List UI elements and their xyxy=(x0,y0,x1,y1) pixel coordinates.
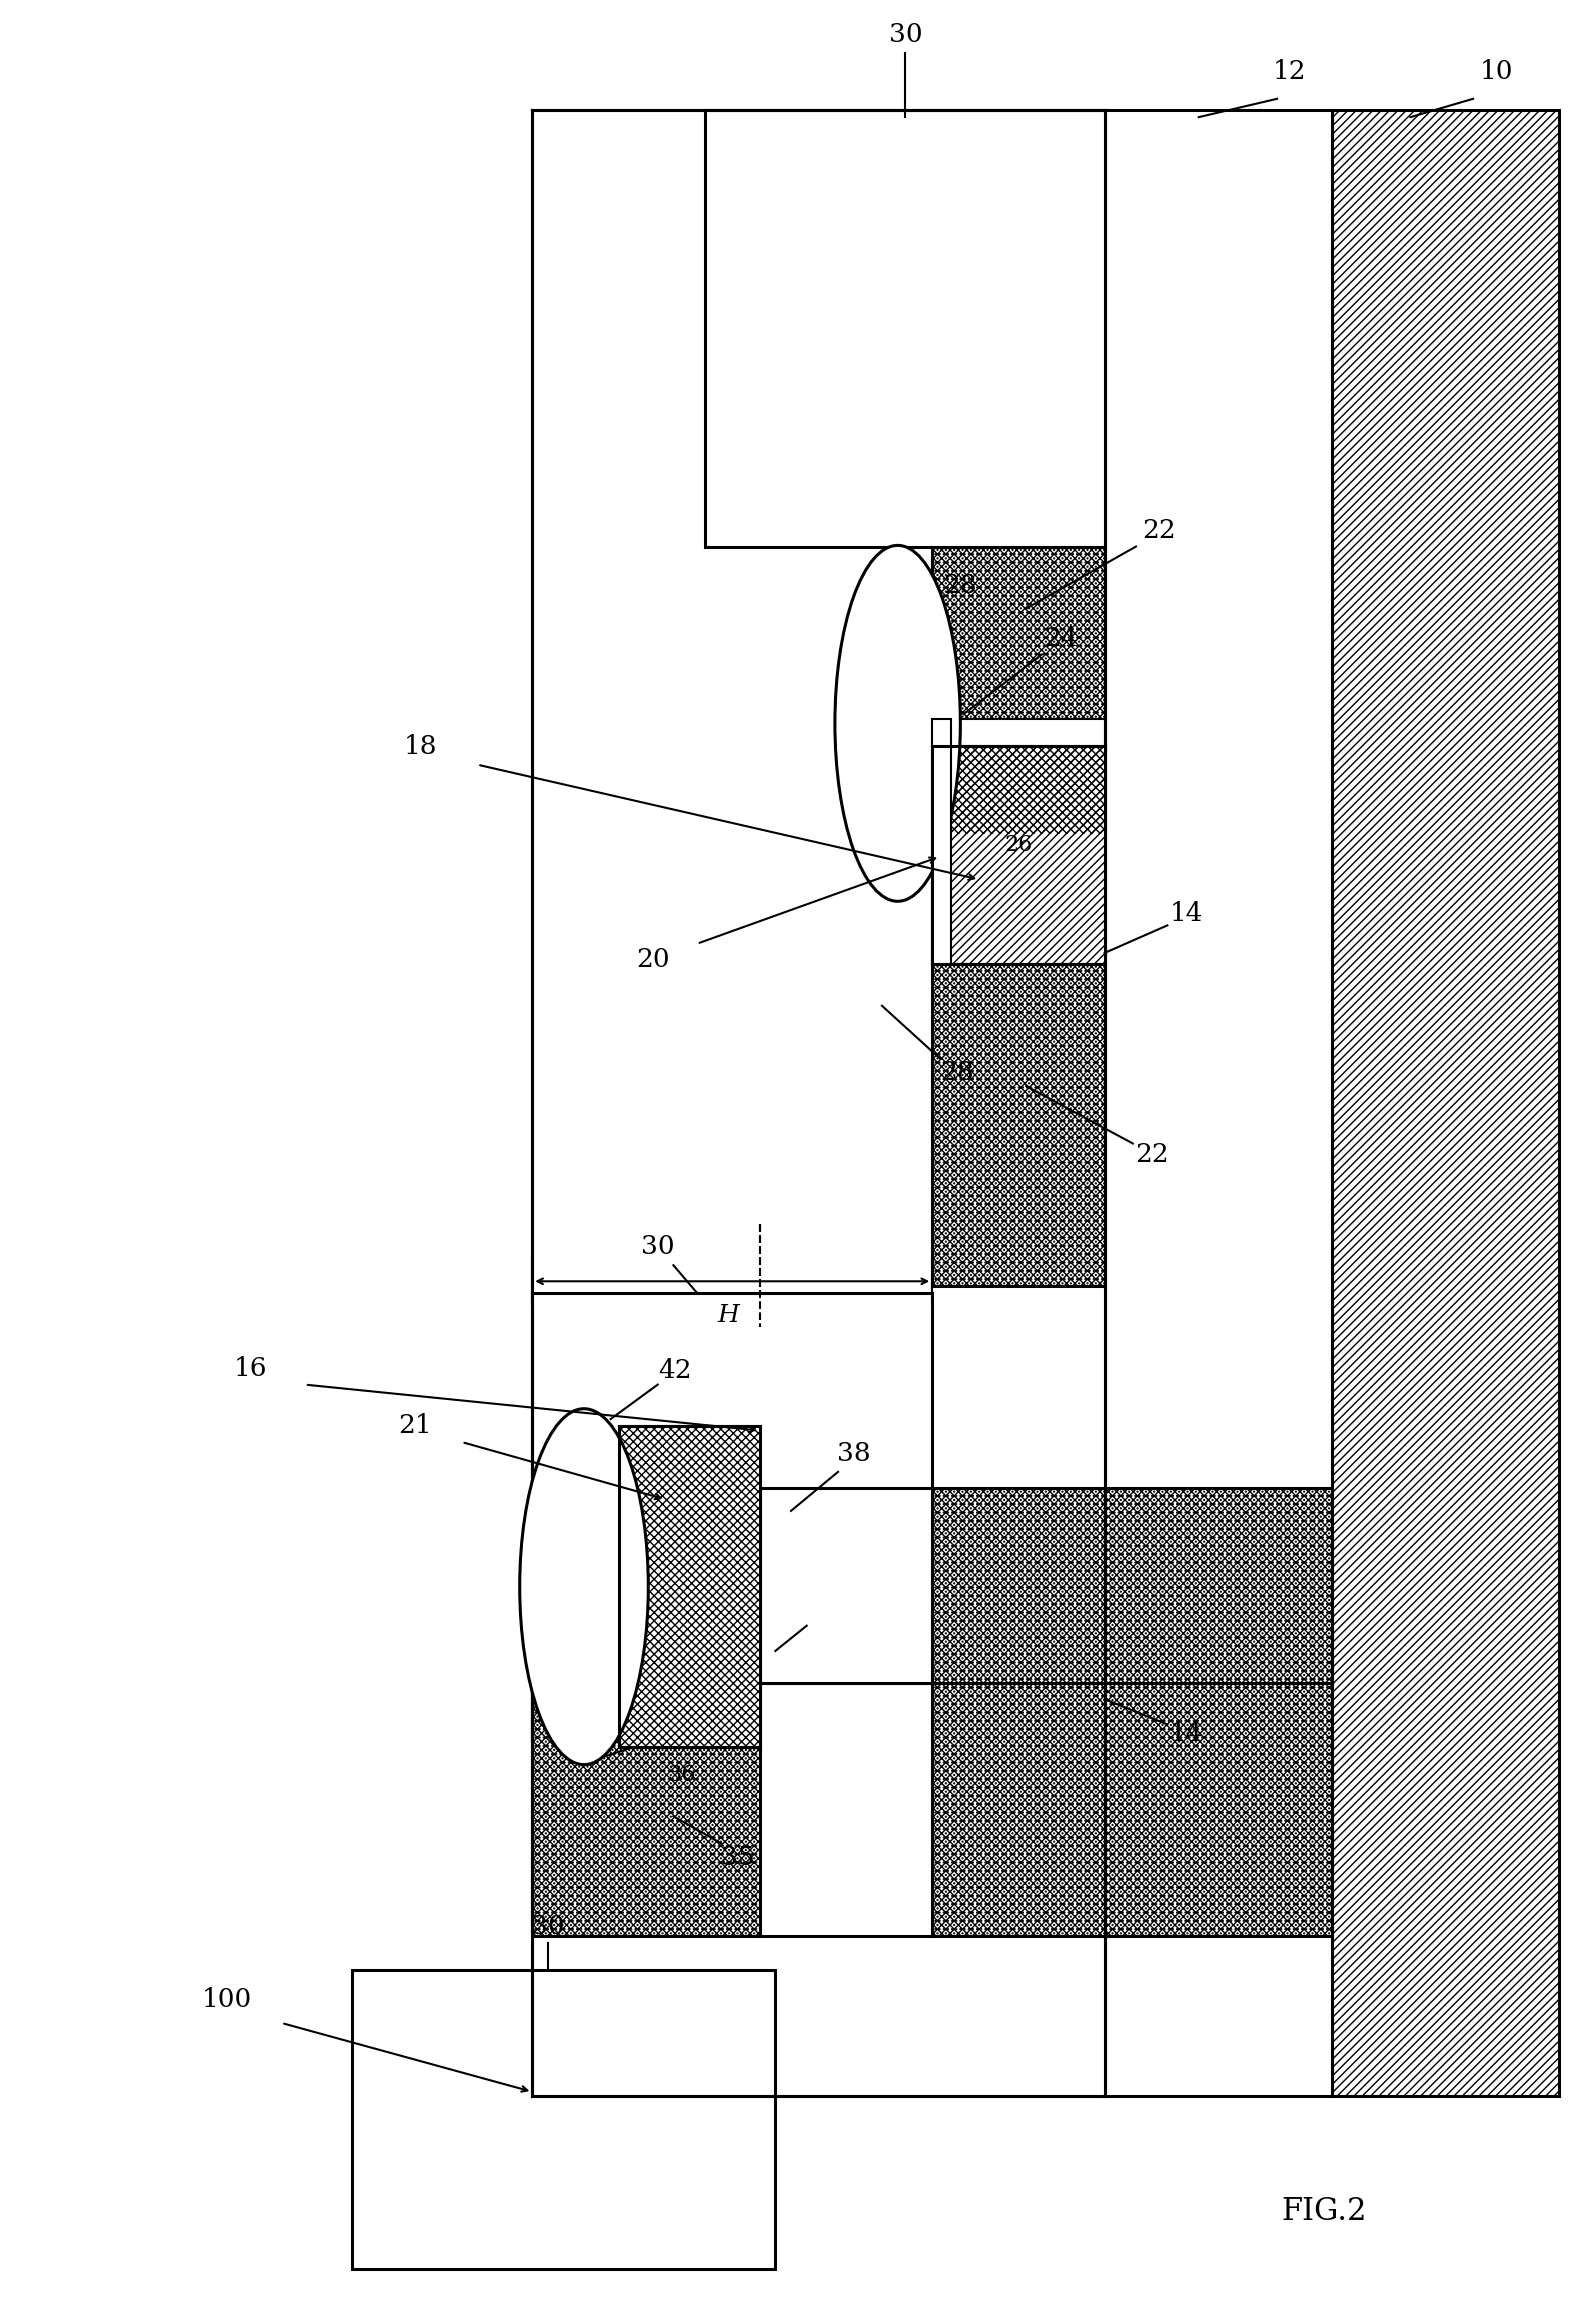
Ellipse shape xyxy=(520,1409,649,1765)
Text: 36: 36 xyxy=(668,1765,696,1786)
Bar xyxy=(704,111,1104,547)
Text: 24: 24 xyxy=(1044,626,1077,651)
Text: 12: 12 xyxy=(1274,58,1307,83)
Bar xyxy=(932,746,1104,963)
Bar xyxy=(1332,111,1560,2097)
Text: 16: 16 xyxy=(233,1356,267,1381)
Text: 30: 30 xyxy=(532,1915,565,1938)
Text: 20: 20 xyxy=(636,947,669,973)
Bar xyxy=(619,1425,759,1746)
Text: 32: 32 xyxy=(821,1793,854,1818)
Text: 30: 30 xyxy=(889,23,922,46)
Bar xyxy=(932,963,1104,1287)
Text: 22: 22 xyxy=(1142,517,1177,543)
Bar xyxy=(932,963,1104,1287)
Text: 38: 38 xyxy=(837,1441,870,1467)
Bar xyxy=(932,718,1104,746)
Text: 34: 34 xyxy=(805,1596,838,1622)
Text: 30: 30 xyxy=(641,1234,674,1259)
Bar xyxy=(532,1294,932,1696)
Text: 28: 28 xyxy=(943,573,978,598)
Bar xyxy=(532,1684,1332,1739)
Bar xyxy=(932,547,1104,834)
Bar xyxy=(1104,111,1332,2097)
Text: 36: 36 xyxy=(620,1568,649,1592)
Bar xyxy=(932,1684,1332,1936)
Bar xyxy=(759,1656,932,1684)
Bar xyxy=(932,1488,1332,1684)
Text: 28: 28 xyxy=(940,1060,975,1086)
Text: 42: 42 xyxy=(653,1712,687,1737)
Text: 14: 14 xyxy=(1169,1721,1202,1746)
Text: 21: 21 xyxy=(397,1414,432,1439)
Text: 35: 35 xyxy=(731,1481,764,1506)
Bar xyxy=(532,1488,759,1684)
Text: 22: 22 xyxy=(1134,1143,1169,1167)
Text: 40: 40 xyxy=(671,1575,699,1599)
Bar xyxy=(932,1684,1332,1936)
Text: 35: 35 xyxy=(721,1846,755,1871)
Text: H: H xyxy=(717,1305,739,1328)
Text: 10: 10 xyxy=(1479,58,1514,83)
Bar xyxy=(932,718,951,963)
Bar xyxy=(532,1488,759,1684)
Bar xyxy=(932,547,1104,834)
Text: FIG.2: FIG.2 xyxy=(1281,2197,1367,2227)
Bar xyxy=(532,1684,759,1936)
Text: 14: 14 xyxy=(1169,901,1202,926)
Bar xyxy=(532,1684,759,1936)
Text: 100: 100 xyxy=(201,1987,252,2012)
Bar xyxy=(759,1488,932,1684)
Bar xyxy=(351,1970,775,2268)
Bar xyxy=(932,1488,1332,1684)
Text: 18: 18 xyxy=(403,735,438,758)
Text: 42: 42 xyxy=(658,1358,691,1384)
Text: 26: 26 xyxy=(1005,834,1033,857)
Bar xyxy=(759,1684,932,1936)
Ellipse shape xyxy=(835,545,960,901)
